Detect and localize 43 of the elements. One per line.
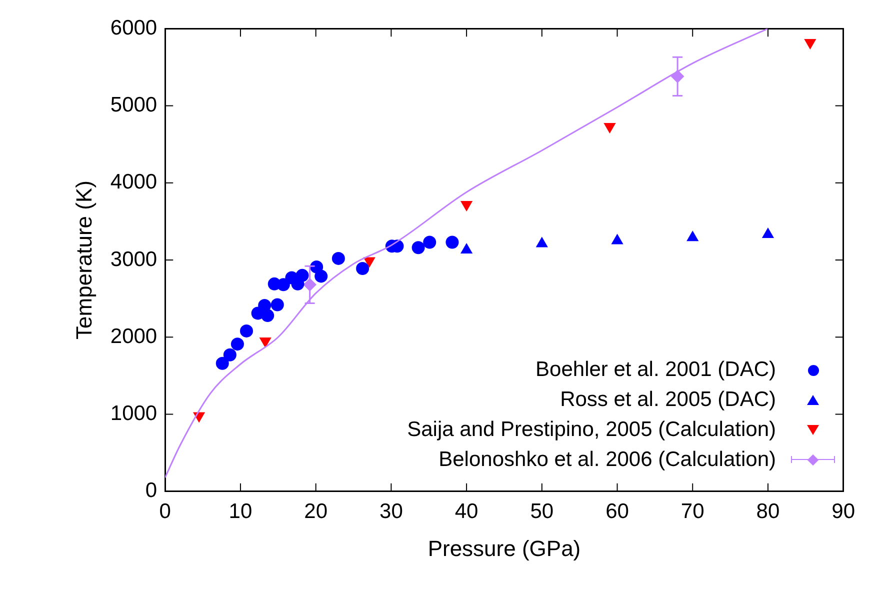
y-tick-label: 1000	[110, 402, 158, 426]
y-tick-label: 0	[145, 479, 158, 502]
point	[804, 38, 816, 49]
point	[276, 278, 290, 292]
y-tick-label: 4000	[110, 170, 158, 194]
point	[261, 309, 274, 322]
point	[356, 262, 370, 275]
point	[332, 252, 345, 265]
legend-label: Belonoshko et al. 2006 (Calculation)	[438, 447, 776, 473]
y-axis-title: Temperature (K)	[71, 180, 96, 340]
point	[216, 356, 229, 370]
point	[230, 338, 244, 351]
y-tick-label: 3000	[110, 248, 158, 271]
x-tick-label: 20	[304, 500, 328, 523]
x-tick-label: 40	[454, 500, 478, 523]
point	[460, 200, 472, 211]
point	[296, 268, 309, 282]
x-tick-label: 10	[228, 500, 252, 523]
x-tick-label: 90	[832, 500, 855, 523]
y-tick-label: 5000	[110, 94, 158, 117]
x-tick-label: 30	[380, 500, 403, 523]
x-tick-label: 50	[530, 500, 554, 523]
point	[260, 337, 272, 348]
legend-label: Saija and Prestipino, 2005 (Calculation)	[407, 417, 776, 443]
point	[314, 270, 328, 283]
point	[240, 324, 253, 338]
legend-label: Ross et al. 2005 (DAC)	[560, 387, 776, 413]
legend-label: Boehler et al. 2001 (DAC)	[536, 357, 776, 383]
x-tick-label: 60	[606, 500, 629, 523]
x-axis-title: Pressure (GPa)	[428, 536, 581, 561]
point	[423, 236, 436, 249]
x-tick-label: 70	[680, 500, 704, 523]
point	[686, 231, 698, 242]
point	[412, 241, 425, 254]
point	[270, 298, 284, 312]
y-tick-label: 6000	[110, 16, 158, 40]
point	[762, 228, 774, 238]
point	[258, 299, 272, 312]
x-tick-label: 80	[756, 500, 780, 523]
y-tick-label: 2000	[110, 324, 158, 348]
point	[364, 257, 376, 268]
point	[223, 348, 236, 362]
point	[446, 236, 459, 249]
